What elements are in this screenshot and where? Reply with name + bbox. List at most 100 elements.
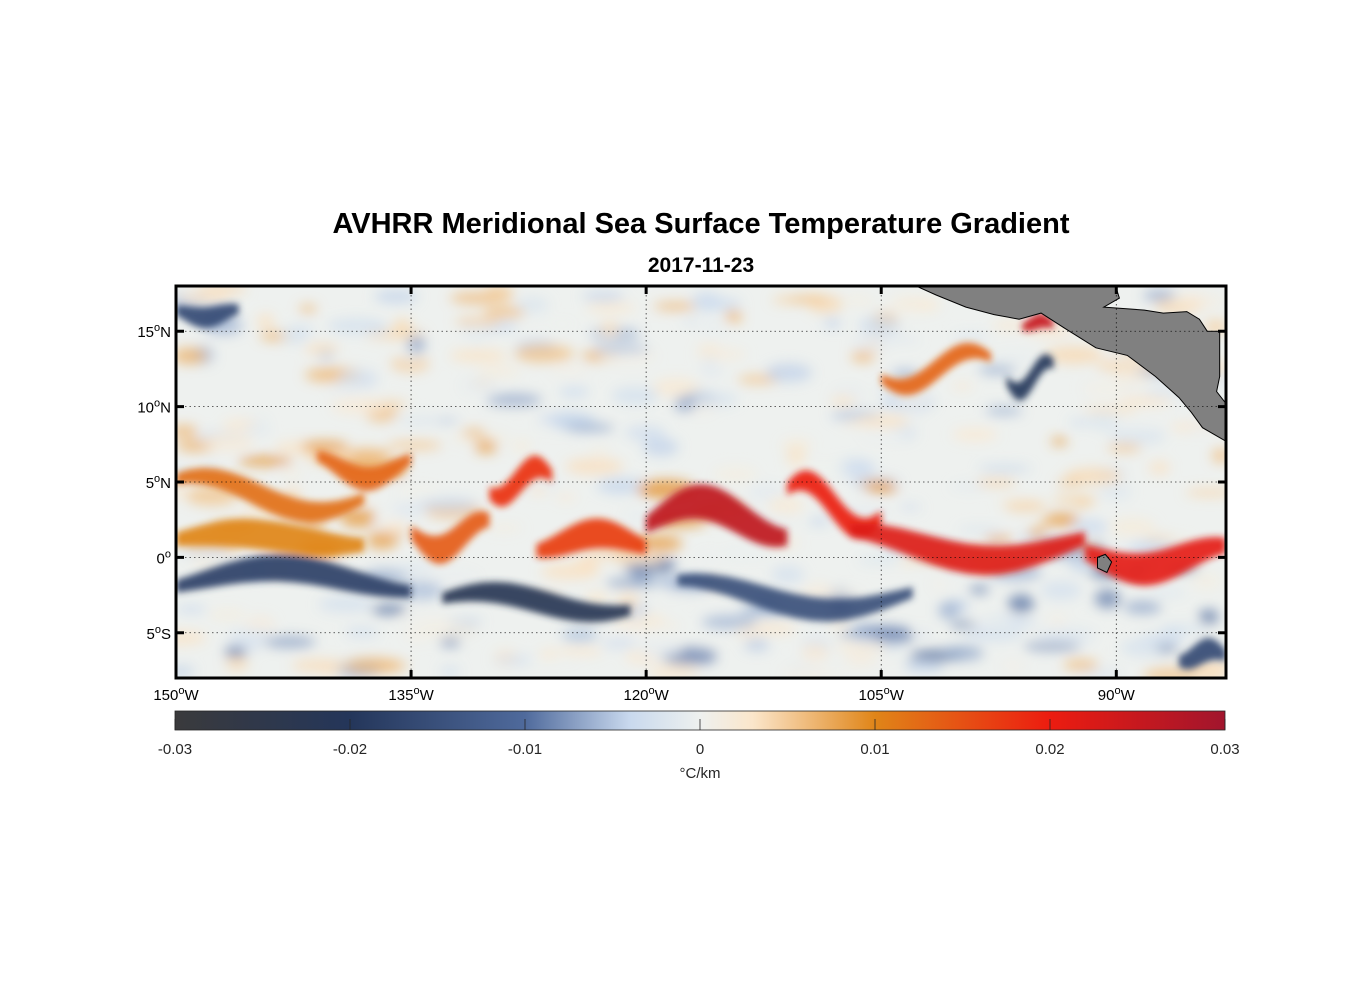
texture-blob: [830, 395, 856, 407]
cold-front: [176, 554, 412, 598]
texture-blob: [907, 407, 925, 416]
texture-blob: [744, 638, 770, 652]
central-america-landmass: [914, 286, 1226, 442]
texture-blob: [689, 405, 714, 416]
texture-blob: [1076, 669, 1123, 677]
texture-blob: [1160, 625, 1184, 638]
texture-blob: [555, 494, 577, 501]
texture-blob: [318, 595, 375, 613]
texture-blob: [176, 547, 230, 558]
texture-blob: [176, 485, 187, 499]
texture-blob: [642, 438, 679, 457]
texture-blob: [1098, 484, 1133, 500]
texture-blob: [391, 412, 441, 429]
texture-blob: [866, 485, 899, 493]
texture-blob: [789, 295, 828, 304]
texture-blob: [1118, 396, 1173, 406]
warm-front: [1022, 313, 1054, 332]
texture-blob: [941, 645, 984, 661]
texture-blob: [649, 664, 699, 678]
texture-blob: [514, 345, 575, 363]
texture-blob: [407, 335, 426, 354]
texture-blob: [393, 501, 427, 518]
texture-blob: [565, 423, 615, 433]
texture-blob: [781, 439, 812, 450]
texture-blob: [698, 316, 728, 335]
map-title: AVHRR Meridional Sea Surface Temperature…: [332, 208, 1070, 240]
texture-blob: [914, 629, 933, 639]
colorbar-tick-label: 0.03: [1210, 741, 1239, 758]
warm-front: [411, 511, 490, 565]
texture-blob: [1123, 601, 1162, 614]
texture-blob: [950, 621, 977, 629]
texture-blob: [327, 318, 386, 334]
texture-blob: [225, 657, 249, 671]
texture-blob: [825, 667, 852, 678]
texture-blob: [387, 440, 442, 451]
texture-blob: [601, 637, 637, 649]
texture-blob: [374, 289, 419, 304]
texture-blob: [699, 367, 724, 376]
warm-front: [489, 455, 553, 507]
texture-blob: [969, 584, 990, 595]
texture-blob: [331, 397, 387, 415]
texture-blob: [823, 318, 842, 328]
texture-blob: [1163, 302, 1203, 310]
texture-blob: [484, 286, 514, 303]
texture-blob: [882, 337, 920, 343]
texture-blob: [440, 665, 461, 678]
texture-blob: [280, 466, 304, 478]
texture-blob: [801, 644, 829, 660]
texture-blob: [625, 632, 655, 640]
texture-blob: [202, 432, 255, 452]
texture-blob: [400, 580, 444, 601]
texture-blob: [844, 654, 877, 667]
texture-blob: [558, 386, 590, 398]
texture-blob: [978, 364, 1017, 375]
warm-front: [176, 467, 365, 523]
texture-blob: [957, 526, 1003, 534]
texture-blob: [905, 663, 943, 673]
lat-tick-label: 5oS: [147, 624, 171, 643]
texture-blob: [586, 302, 636, 313]
texture-blob: [1051, 437, 1068, 446]
texture-blob: [1038, 520, 1063, 527]
texture-blob: [540, 563, 600, 580]
texture-blob: [428, 568, 481, 587]
texture-blob: [1004, 501, 1048, 512]
texture-blob: [476, 364, 521, 378]
texture-blob: [340, 508, 377, 528]
texture-blob: [1027, 528, 1047, 539]
warm-front: [646, 484, 788, 548]
texture-blob: [1120, 638, 1176, 657]
texture-blob: [611, 386, 660, 406]
map-subtitle: 2017-11-23: [647, 254, 755, 277]
warm-front: [787, 470, 882, 540]
texture-blob: [1199, 609, 1219, 625]
texture-blob: [1069, 418, 1092, 427]
warm-front: [536, 518, 647, 559]
warm-front: [317, 450, 412, 491]
texture-blob: [224, 646, 247, 658]
cold-front: [677, 573, 913, 622]
texture-blob: [898, 558, 917, 565]
texture-blob: [299, 304, 317, 314]
texture-blob: [337, 369, 379, 389]
lat-tick-label: 10oN: [137, 398, 171, 417]
texture-blob: [600, 320, 619, 338]
texture-blob: [486, 524, 522, 532]
texture-blob: [1052, 495, 1098, 505]
texture-blob: [952, 382, 973, 390]
colorbar: -0.03 -0.02 -0.01 0 0.01 0.02 0.03 °C/km: [158, 710, 1240, 782]
texture-blob: [674, 395, 697, 412]
gradient-front-layer: [176, 303, 1226, 670]
texture-blob: [1082, 380, 1133, 395]
land-layer: [914, 286, 1226, 678]
lon-tick-label: 105oW: [859, 685, 905, 704]
texture-blob: [589, 446, 611, 458]
texture-blob: [1038, 627, 1096, 645]
texture-blob: [439, 637, 461, 647]
lon-tick-label: 120oW: [623, 685, 669, 704]
warm-front: [1085, 537, 1226, 586]
texture-blob: [449, 348, 508, 363]
